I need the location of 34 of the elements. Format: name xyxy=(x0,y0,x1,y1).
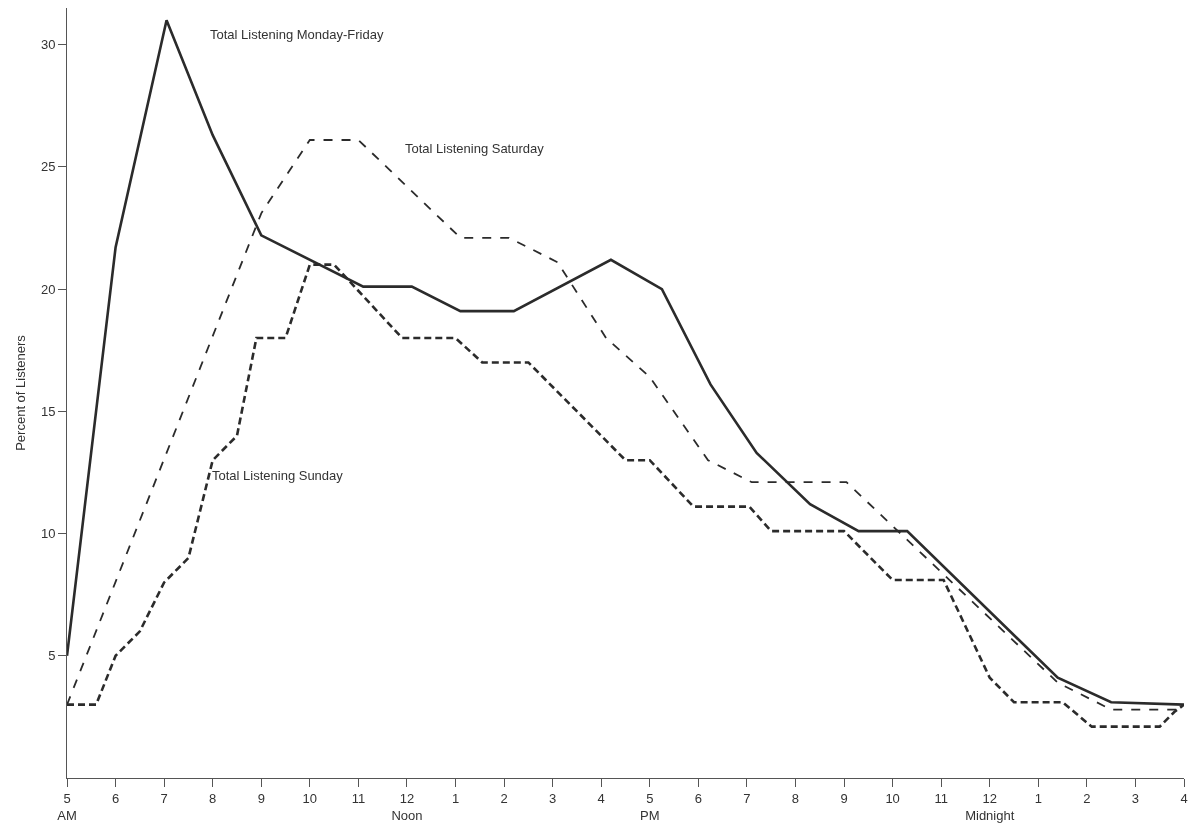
y-axis-title: Percent of Listeners xyxy=(12,334,28,451)
x-tick-label: 2 xyxy=(1083,790,1091,806)
y-tick-label: 30 xyxy=(40,37,56,53)
x-tick-label: 3 xyxy=(549,790,557,806)
x-tick-label: 3 xyxy=(1131,790,1140,806)
x-tick-label: 5 PM xyxy=(640,790,660,823)
x-tick-label: 9 xyxy=(840,790,848,806)
x-tick-label: 8 xyxy=(791,790,800,806)
y-tick-label: 20 xyxy=(40,281,56,297)
x-tick-label: 6 xyxy=(694,790,702,806)
x-tick-label: 6 xyxy=(111,790,120,806)
x-tick-label: 8 xyxy=(209,790,217,806)
x-tick-label: 1 xyxy=(451,790,460,806)
text: Total Listening Monday-Friday xyxy=(210,27,384,42)
y-tick-label: 5 xyxy=(48,648,56,664)
x-tick-label: 10 xyxy=(885,790,900,806)
x-tick-label: 1 xyxy=(1034,790,1042,806)
y-tick-label: 15 xyxy=(40,403,56,419)
x-tick-label: 4 xyxy=(1180,790,1188,806)
series-label: Total Listening Saturday xyxy=(405,141,545,156)
x-tick-label: 5 AM xyxy=(57,790,77,823)
x-tick-label: 12 Midnight xyxy=(965,790,1015,823)
y-tick-label: 10 xyxy=(40,526,56,542)
x-tick-label: 11 xyxy=(351,790,366,806)
x-tick-label: 2 xyxy=(500,790,508,806)
x-tick-label: 11 xyxy=(934,790,948,806)
x-tick-label: 10 xyxy=(302,790,318,806)
series-label: Total Listening Sunday xyxy=(212,468,344,483)
x-tick-label: 9 xyxy=(257,790,265,806)
x-tick-label: 4 xyxy=(597,790,605,806)
x-tick-label: 12 Noon xyxy=(391,790,423,823)
y-tick-label: 25 xyxy=(40,159,56,175)
x-tick-label: 7 xyxy=(743,790,751,806)
x-tick-label: 7 xyxy=(160,790,168,806)
